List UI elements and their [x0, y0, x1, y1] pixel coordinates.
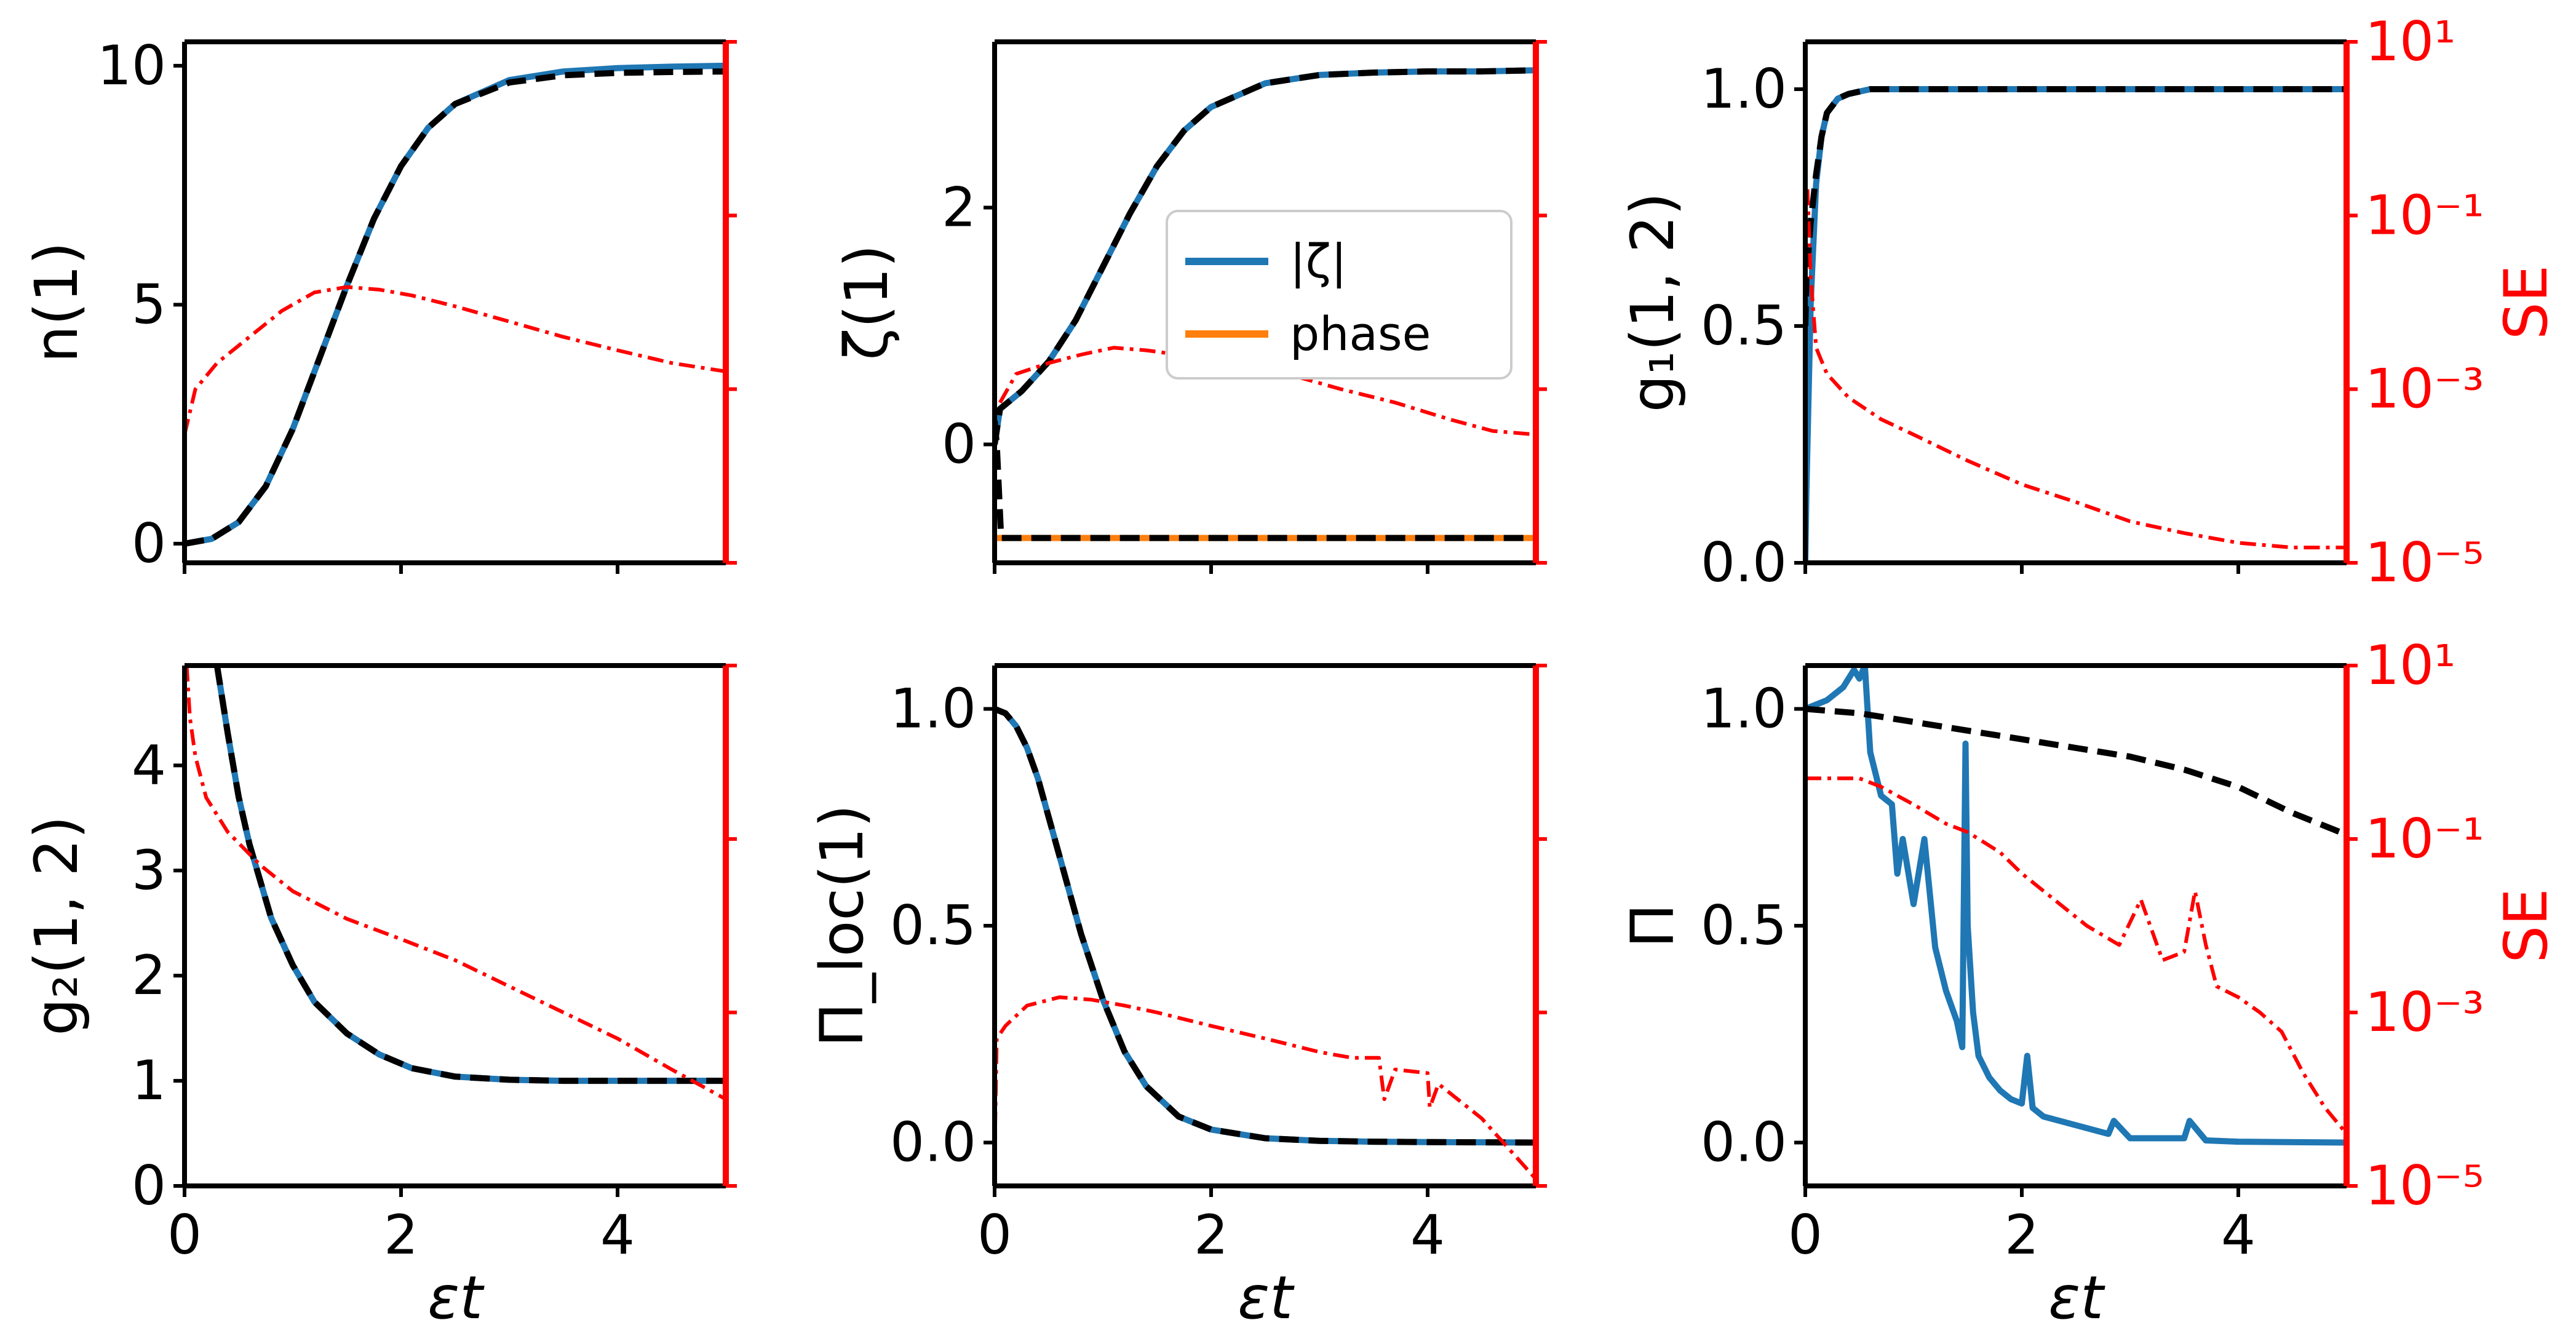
right-ytick-label: 10⁻⁵: [2365, 1154, 2484, 1217]
xlabel: εt: [427, 1263, 485, 1332]
ytick-label: 0.5: [890, 894, 976, 957]
series-line-approx: [185, 68, 726, 547]
series-group: [995, 706, 1536, 1180]
panel-pi: 0.0 0.5 1.0 0 2 4 10⁻⁵ 10⁻³ 10⁻¹ 10¹ Π SE εt: [1618, 634, 2561, 1332]
panel-zeta1: 0 2 ζ(1) |ζ| phase: [832, 39, 1547, 574]
xtick-label: 2: [384, 1203, 418, 1266]
ylabel: g₁(1, 2): [1618, 193, 1687, 413]
ylabel: n(1): [22, 242, 91, 363]
right-ytick-label: 10⁻¹: [2365, 183, 2484, 247]
ytick-label: 1.0: [1701, 677, 1787, 741]
ytick-label: 1: [132, 1049, 166, 1112]
legend-label: phase: [1290, 306, 1431, 361]
panel-n1: 0 5 10 n(1): [22, 34, 737, 575]
ytick-label: 0: [942, 413, 976, 476]
right-ytick-label: 10⁻⁵: [2365, 531, 2484, 594]
ylabel: Π_loc(1): [808, 805, 877, 1047]
series-group: [1805, 666, 2347, 1146]
series-group: [185, 666, 726, 1101]
xtick-label: 4: [1410, 1203, 1445, 1266]
xtick-label: 0: [167, 1203, 202, 1266]
ytick-label: 0: [132, 1154, 166, 1217]
panel-piloc: 0.0 0.5 1.0 0 2 4 Π_loc(1) εt: [808, 663, 1547, 1332]
series-line-se: [995, 995, 1536, 1180]
right-ytick-label: 10⁻³: [2365, 980, 2484, 1044]
series-line-approx: [1805, 706, 2347, 838]
series-group: [1805, 86, 2347, 563]
xlabel: εt: [1238, 1263, 1295, 1332]
ytick-label: 4: [132, 733, 166, 797]
xtick-label: 2: [1194, 1203, 1228, 1266]
series-group: [185, 62, 726, 547]
ytick-label: 5: [132, 272, 166, 336]
xtick-label: 4: [600, 1203, 635, 1266]
ytick-label: 2: [132, 944, 166, 1007]
ylabel: g₂(1, 2): [22, 816, 91, 1036]
series-line-se: [1805, 776, 2347, 1135]
series-line-exact: [1805, 666, 2347, 1146]
ytick-label: 0.0: [890, 1111, 976, 1174]
ytick-label: 0.0: [1701, 531, 1787, 594]
ytick-label: 0: [132, 512, 166, 575]
series-line--approx: [995, 67, 1536, 445]
ytick-label: 0.0: [1701, 1111, 1787, 1174]
right-ytick-label: 10¹: [2365, 10, 2455, 73]
panel-g2: 0 1 2 3 4 0 2 4 g₂(1, 2) εt: [22, 663, 737, 1332]
xtick-label: 4: [2221, 1203, 2256, 1266]
right-ylabel: SE: [2492, 265, 2561, 340]
xtick-label: 0: [1788, 1203, 1823, 1266]
ytick-label: 3: [132, 838, 166, 902]
series-line-se: [185, 285, 726, 435]
xtick-label: 2: [2005, 1203, 2039, 1266]
ylabel: ζ(1): [832, 244, 901, 360]
ytick-label: 1.0: [1701, 57, 1787, 121]
panel-g1: 0.0 0.5 1.0 10⁻⁵ 10⁻³ 10⁻¹ 10¹ g₁(1, 2) SE: [1618, 10, 2561, 594]
legend-label: |ζ|: [1290, 234, 1347, 289]
right-ytick-label: 10⁻¹: [2365, 807, 2484, 870]
series-line-approx: [213, 666, 726, 1084]
right-ytick-label: 10¹: [2365, 634, 2455, 697]
ytick-label: 2: [942, 176, 976, 239]
series-line-se: [185, 666, 726, 1101]
right-ytick-label: 10⁻³: [2365, 357, 2484, 421]
legend: |ζ| phase: [1166, 210, 1513, 380]
xtick-label: 0: [977, 1203, 1012, 1266]
xlabel: εt: [2048, 1263, 2105, 1332]
series-line-se: [1805, 189, 2347, 550]
ytick-label: 0.5: [1701, 894, 1787, 957]
ylabel: Π: [1618, 904, 1687, 948]
right-ylabel: SE: [2492, 888, 2561, 963]
ytick-label: 1.0: [890, 677, 976, 741]
ytick-label: 0.5: [1701, 294, 1787, 357]
series-line-approx: [995, 706, 1536, 1146]
series-line-approx: [1805, 86, 2347, 327]
ytick-label: 10: [97, 34, 166, 97]
